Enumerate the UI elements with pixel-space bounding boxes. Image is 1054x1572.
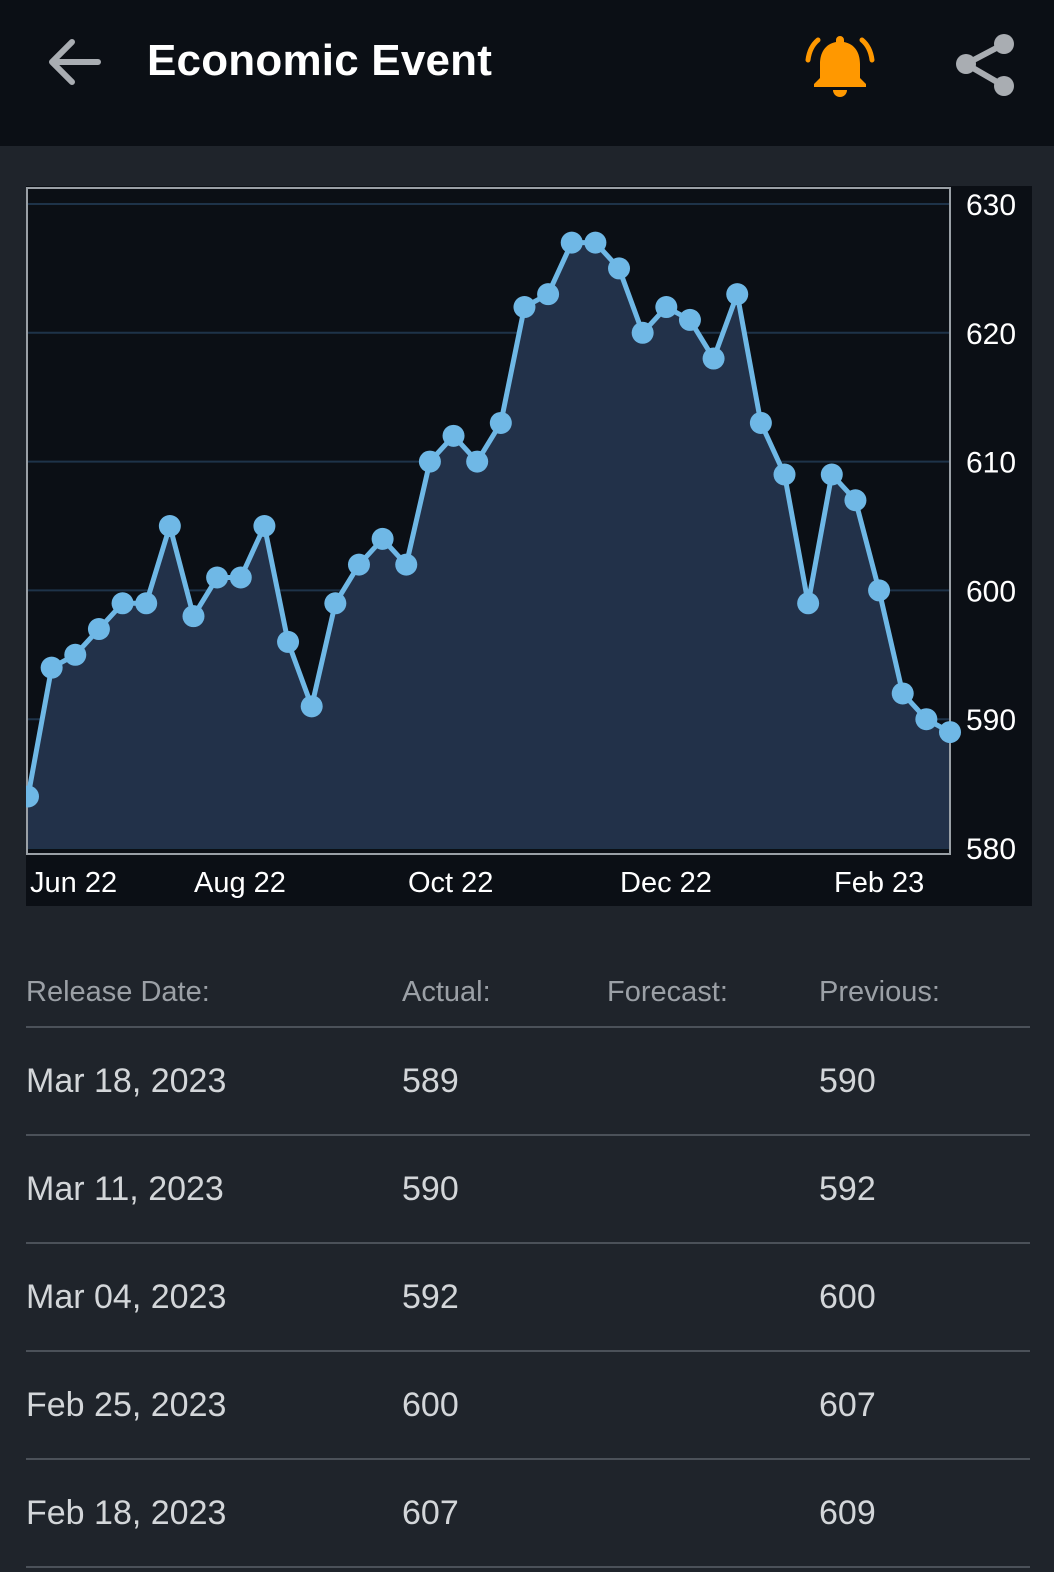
data-point [631, 321, 654, 344]
table-row[interactable]: Feb 18, 2023 607 609 [26, 1460, 1030, 1568]
data-point [442, 424, 465, 447]
data-point [111, 592, 134, 615]
data-point [253, 515, 276, 537]
cell-actual: 607 [402, 1494, 459, 1532]
cell-date: Mar 04, 2023 [26, 1278, 227, 1316]
data-point [26, 785, 39, 808]
cell-date: Mar 18, 2023 [26, 1062, 227, 1100]
y-tick-label: 590 [966, 704, 1016, 737]
plot-frame [26, 187, 951, 855]
x-tick-label: Oct 22 [408, 867, 493, 899]
cell-date: Feb 25, 2023 [26, 1386, 227, 1424]
data-point [891, 682, 914, 705]
history-table: Release Date: Actual: Forecast: Previous… [26, 960, 1030, 1568]
data-point [40, 656, 63, 679]
app-bar: Economic Event [0, 0, 1054, 146]
header-release-date: Release Date: [26, 976, 210, 1008]
table-row[interactable]: Mar 04, 2023 592 600 [26, 1244, 1030, 1352]
cell-previous: 607 [819, 1386, 876, 1424]
data-point [158, 515, 181, 537]
data-point [87, 618, 110, 641]
data-point [513, 296, 536, 319]
cell-date: Feb 18, 2023 [26, 1494, 227, 1532]
x-tick-label: Dec 22 [620, 867, 712, 899]
header-actual: Actual: [402, 976, 491, 1008]
data-point [537, 283, 560, 306]
page-title: Economic Event [147, 36, 493, 85]
cell-date: Mar 11, 2023 [26, 1170, 224, 1208]
data-point [797, 592, 820, 615]
y-tick-label: 620 [966, 318, 1016, 351]
data-point [64, 643, 87, 666]
cell-previous: 590 [819, 1062, 876, 1100]
data-point [206, 566, 229, 589]
cell-previous: 609 [819, 1494, 876, 1532]
data-point [939, 721, 961, 744]
data-point [726, 283, 749, 306]
data-point [844, 489, 867, 512]
data-point [702, 347, 725, 370]
cell-actual: 589 [402, 1062, 459, 1100]
data-point [371, 527, 394, 550]
cell-actual: 590 [402, 1170, 459, 1208]
area-fill [28, 242, 950, 848]
data-point [773, 463, 796, 486]
data-point [135, 592, 158, 615]
cell-actual: 600 [402, 1386, 459, 1424]
table-row[interactable]: Mar 18, 2023 589 590 [26, 1028, 1030, 1136]
data-point [395, 553, 418, 576]
x-tick-label: Feb 23 [834, 867, 924, 899]
x-tick-label: Jun 22 [30, 867, 117, 899]
data-point [324, 592, 347, 615]
y-tick-label: 610 [966, 447, 1016, 480]
header-previous: Previous: [819, 976, 940, 1008]
data-point [182, 605, 205, 628]
arrow-left-icon [49, 39, 101, 85]
data-point [584, 231, 607, 254]
share-icon [956, 34, 1014, 96]
y-tick-label: 630 [966, 189, 1016, 222]
data-point [608, 257, 631, 280]
alert-button[interactable] [800, 24, 880, 104]
data-point [820, 463, 843, 486]
bell-icon [805, 36, 875, 97]
data-point [678, 308, 701, 331]
data-point [300, 695, 323, 718]
table-row[interactable]: Mar 11, 2023 590 592 [26, 1136, 1030, 1244]
chart: 630 620 610 600 590 580 Jun 22 Aug 22 Oct 22 Dec … [26, 186, 1032, 906]
data-point [229, 566, 252, 589]
cell-actual: 592 [402, 1278, 459, 1316]
data-point [466, 450, 489, 473]
data-point [868, 579, 891, 602]
y-tick-label: 580 [966, 833, 1016, 866]
data-point [489, 411, 512, 434]
area-chart: 630 620 610 600 590 580 Jun 22 Aug 22 Oct 22 Dec … [26, 187, 1016, 899]
data-point [347, 553, 370, 576]
header-forecast: Forecast: [607, 976, 728, 1008]
share-button[interactable] [946, 24, 1026, 104]
data-point [418, 450, 441, 473]
cell-previous: 600 [819, 1278, 876, 1316]
series-line [26, 240, 952, 797]
data-point [560, 231, 583, 254]
data-point [915, 708, 938, 731]
data-point [277, 630, 300, 653]
x-tick-label: Aug 22 [194, 867, 286, 899]
back-button[interactable] [38, 26, 110, 98]
table-row[interactable]: Feb 25, 2023 600 607 [26, 1352, 1030, 1460]
data-point [749, 411, 772, 434]
table-header: Release Date: Actual: Forecast: Previous… [26, 960, 1030, 1028]
cell-previous: 592 [819, 1170, 876, 1208]
y-tick-label: 600 [966, 575, 1016, 608]
data-point [655, 296, 678, 319]
